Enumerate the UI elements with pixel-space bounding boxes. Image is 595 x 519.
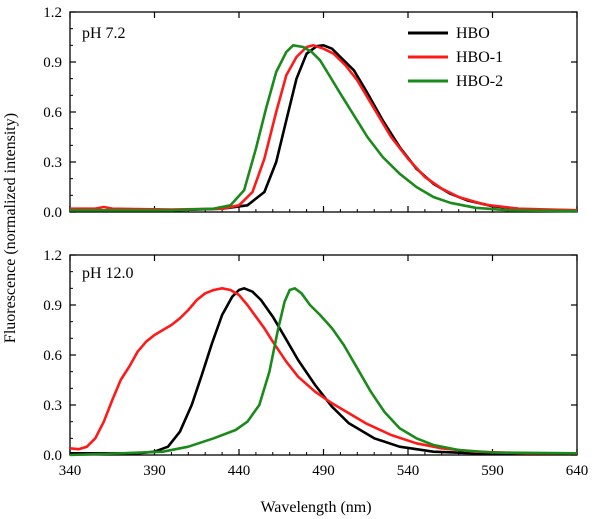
- plot-frame: [69, 11, 578, 213]
- panel-top: pH 7.2 0.0 0.3 0.6 0.9 1.2 HBO HBO-1 HBO-2: [43, 5, 578, 221]
- x-tick-label: 540: [397, 463, 420, 479]
- x-tick-label: 440: [228, 463, 251, 479]
- x-tick-label: 640: [566, 463, 589, 479]
- y-tick-label: 0.3: [43, 155, 62, 171]
- series-line-hbo: [70, 44, 578, 212]
- y-tick-label: 0.0: [43, 448, 62, 464]
- y-tick-label: 0.6: [43, 105, 62, 121]
- legend-label: HBO-1: [456, 49, 503, 66]
- legend-label: HBO-2: [456, 73, 503, 90]
- x-axis-label: Wavelength (nm): [260, 499, 371, 516]
- y-tick-label: 1.2: [43, 5, 62, 21]
- y-tick-label: 0.9: [43, 55, 62, 71]
- series-line-hbo-1: [69, 287, 577, 455]
- legend-label: HBO: [456, 25, 490, 42]
- panel-bottom: pH 12.0 340 390 440 490 540 590 640 0.0 0.3 0.6 0.…: [43, 248, 588, 479]
- panel-label-ph-7-2: pH 7.2: [82, 25, 126, 42]
- y-axis-label: Fluorescence (normalized intensity): [2, 113, 19, 343]
- y-tick-label: 0.3: [43, 398, 62, 414]
- x-tick-label: 590: [481, 463, 504, 479]
- series-line-hbo: [70, 287, 578, 456]
- x-tick-label: 390: [143, 463, 166, 479]
- panel-label-ph-12-0: pH 12.0: [82, 265, 134, 282]
- plot-frame: [69, 254, 578, 456]
- y-tick-label: 0.0: [43, 205, 62, 221]
- x-tick-label: 490: [312, 463, 335, 479]
- series-line-hbo-2: [70, 44, 578, 213]
- y-tick-label: 1.2: [43, 248, 62, 264]
- series-line-hbo-2: [69, 287, 578, 457]
- x-tick-label: 340: [59, 463, 82, 479]
- y-tick-label: 0.6: [43, 348, 62, 364]
- series-line-hbo-1: [70, 44, 578, 212]
- y-tick-label: 0.9: [43, 298, 62, 314]
